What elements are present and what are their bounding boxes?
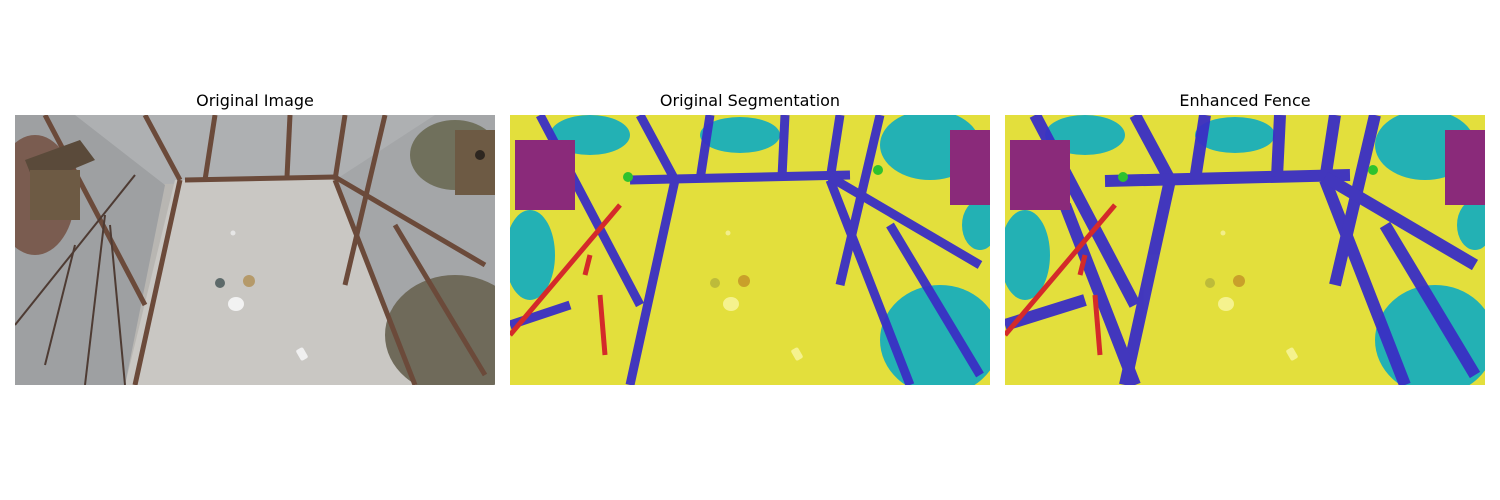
segmentation-original bbox=[510, 115, 990, 385]
segmentation-enhanced bbox=[1005, 115, 1485, 385]
panel-original-image: Original Image bbox=[15, 0, 495, 500]
branches bbox=[15, 174, 136, 385]
vegetation-region bbox=[1375, 285, 1485, 385]
original-photo bbox=[15, 115, 495, 385]
vegetation-region bbox=[880, 285, 990, 385]
panel-title: Enhanced Fence bbox=[1179, 91, 1311, 110]
enhanced-segmentation-map bbox=[1005, 115, 1485, 385]
panel-title: Original Image bbox=[196, 91, 314, 110]
branch-region bbox=[510, 203, 622, 356]
birdhouse-region bbox=[515, 140, 575, 210]
photo-scene bbox=[15, 115, 495, 385]
birdhouse-left bbox=[25, 140, 95, 220]
birdhouse-region bbox=[1010, 140, 1070, 210]
panel-original-segmentation: Original Segmentation bbox=[510, 0, 990, 500]
floor bbox=[125, 177, 415, 385]
segmentation-map bbox=[510, 115, 990, 385]
fence-frame bbox=[42, 115, 488, 385]
foliage-right bbox=[385, 275, 495, 385]
fence-region bbox=[510, 115, 984, 385]
panel-enhanced-fence: Enhanced Fence bbox=[1005, 0, 1485, 500]
branch-region bbox=[1005, 203, 1117, 356]
birdhouse-right bbox=[455, 130, 495, 195]
panel-title: Original Segmentation bbox=[659, 91, 841, 110]
